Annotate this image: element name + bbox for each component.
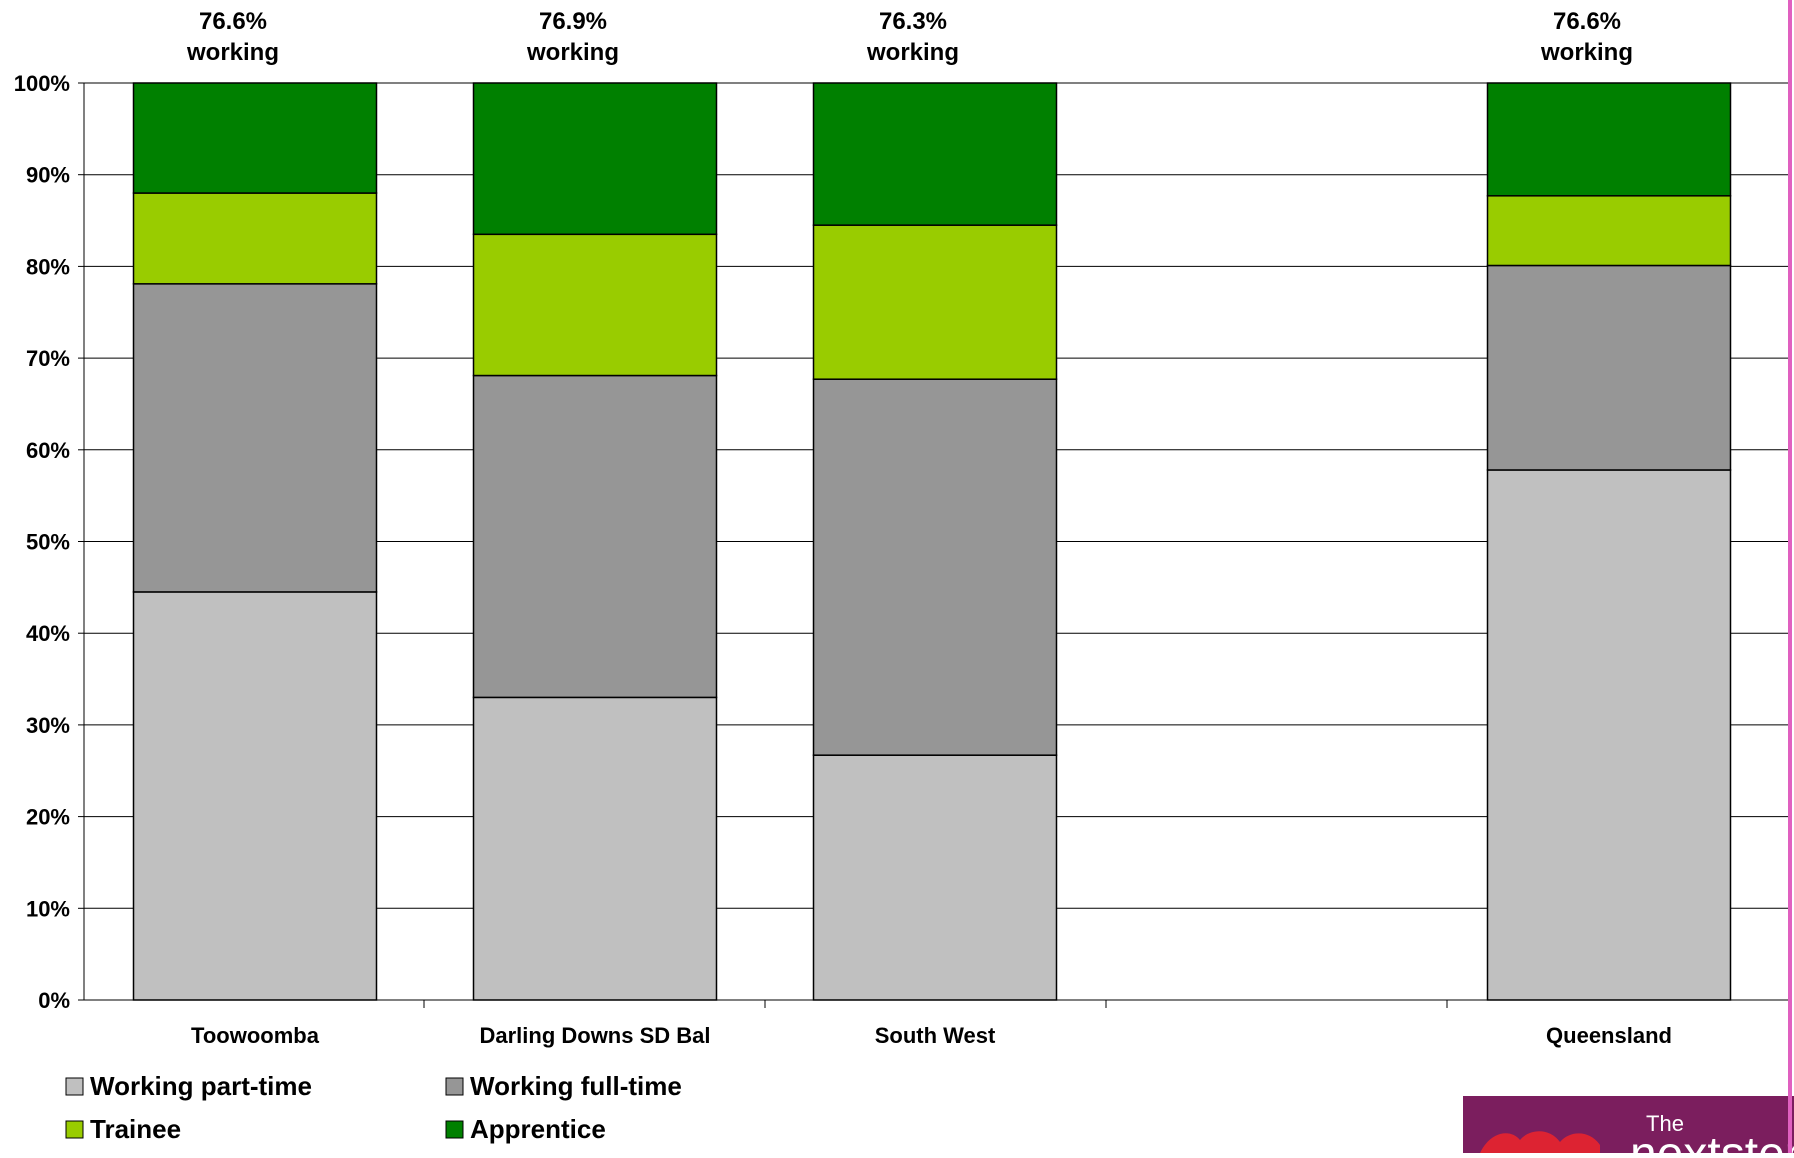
x-category-label: Toowoomba	[191, 1023, 320, 1048]
bar-segment	[132, 283, 378, 593]
bar-top-value-label: 76.3%	[879, 8, 947, 35]
bar-segment	[812, 224, 1058, 380]
y-tick-label: 20%	[26, 805, 70, 830]
legend-swatch	[65, 1077, 84, 1096]
bar-segment	[1486, 264, 1732, 471]
y-tick-label: 90%	[26, 163, 70, 188]
legend-label: Trainee	[90, 1114, 181, 1144]
y-tick-label: 10%	[26, 896, 70, 921]
bars	[132, 82, 1732, 1001]
bar-top-value-label: 76.6%	[1553, 8, 1621, 35]
bar-top-value-label: 76.6%	[199, 8, 267, 35]
bar-segment	[472, 696, 718, 1001]
legend-swatch	[445, 1077, 464, 1096]
logo-ribbon-icon	[1480, 1131, 1600, 1153]
y-tick-label: 70%	[26, 346, 70, 371]
bar-segment	[1486, 82, 1732, 197]
bar-top-text-label: working	[1540, 39, 1633, 66]
axes: 0% 10% 20% 30% 40% 50% 60% 70% 80% 90% 100%	[14, 71, 1788, 1013]
x-category-label: South West	[875, 1023, 996, 1048]
y-tick-label: 0%	[38, 988, 70, 1013]
x-category-label: Darling Downs SD Bal	[479, 1023, 710, 1048]
bar-top-text-label: working	[186, 39, 279, 66]
bar-segment	[1486, 195, 1732, 267]
nextstep-logo: The nextstep	[1463, 1096, 1794, 1158]
bar-segment	[132, 82, 378, 194]
legend-swatch	[445, 1120, 464, 1139]
x-category-label: Queensland	[1546, 1023, 1672, 1048]
legend: Working part-time Working full-time Traine…	[65, 1071, 682, 1144]
y-tick-label: 60%	[26, 438, 70, 463]
legend-label: Working part-time	[90, 1071, 312, 1101]
logo-text-large: nextstep	[1630, 1128, 1794, 1153]
bar-segment	[472, 233, 718, 377]
y-tick-label: 50%	[26, 530, 70, 555]
legend-label: Apprentice	[470, 1114, 606, 1144]
y-tick-label: 100%	[14, 71, 70, 96]
labels: Toowoomba 76.6% working Darling Downs SD Ba…	[186, 8, 1672, 1048]
bar-segment	[1486, 469, 1732, 1001]
bar-top-value-label: 76.9%	[539, 8, 607, 35]
bar-top-text-label: working	[526, 39, 619, 66]
bar-segment	[472, 374, 718, 699]
bar-segment	[812, 754, 1058, 1001]
logo-text-small: The	[1646, 1111, 1684, 1136]
legend-swatch	[65, 1120, 84, 1139]
legend-label: Working full-time	[470, 1071, 682, 1101]
y-tick-label: 40%	[26, 621, 70, 646]
y-tick-label: 80%	[26, 254, 70, 279]
bar-segment	[132, 591, 378, 1001]
bar-segment	[812, 378, 1058, 756]
bar-segment	[812, 82, 1058, 226]
y-tick-label: 30%	[26, 713, 70, 738]
bar-segment	[472, 82, 718, 236]
bar-top-text-label: working	[866, 39, 959, 66]
bar-segment	[132, 192, 378, 285]
